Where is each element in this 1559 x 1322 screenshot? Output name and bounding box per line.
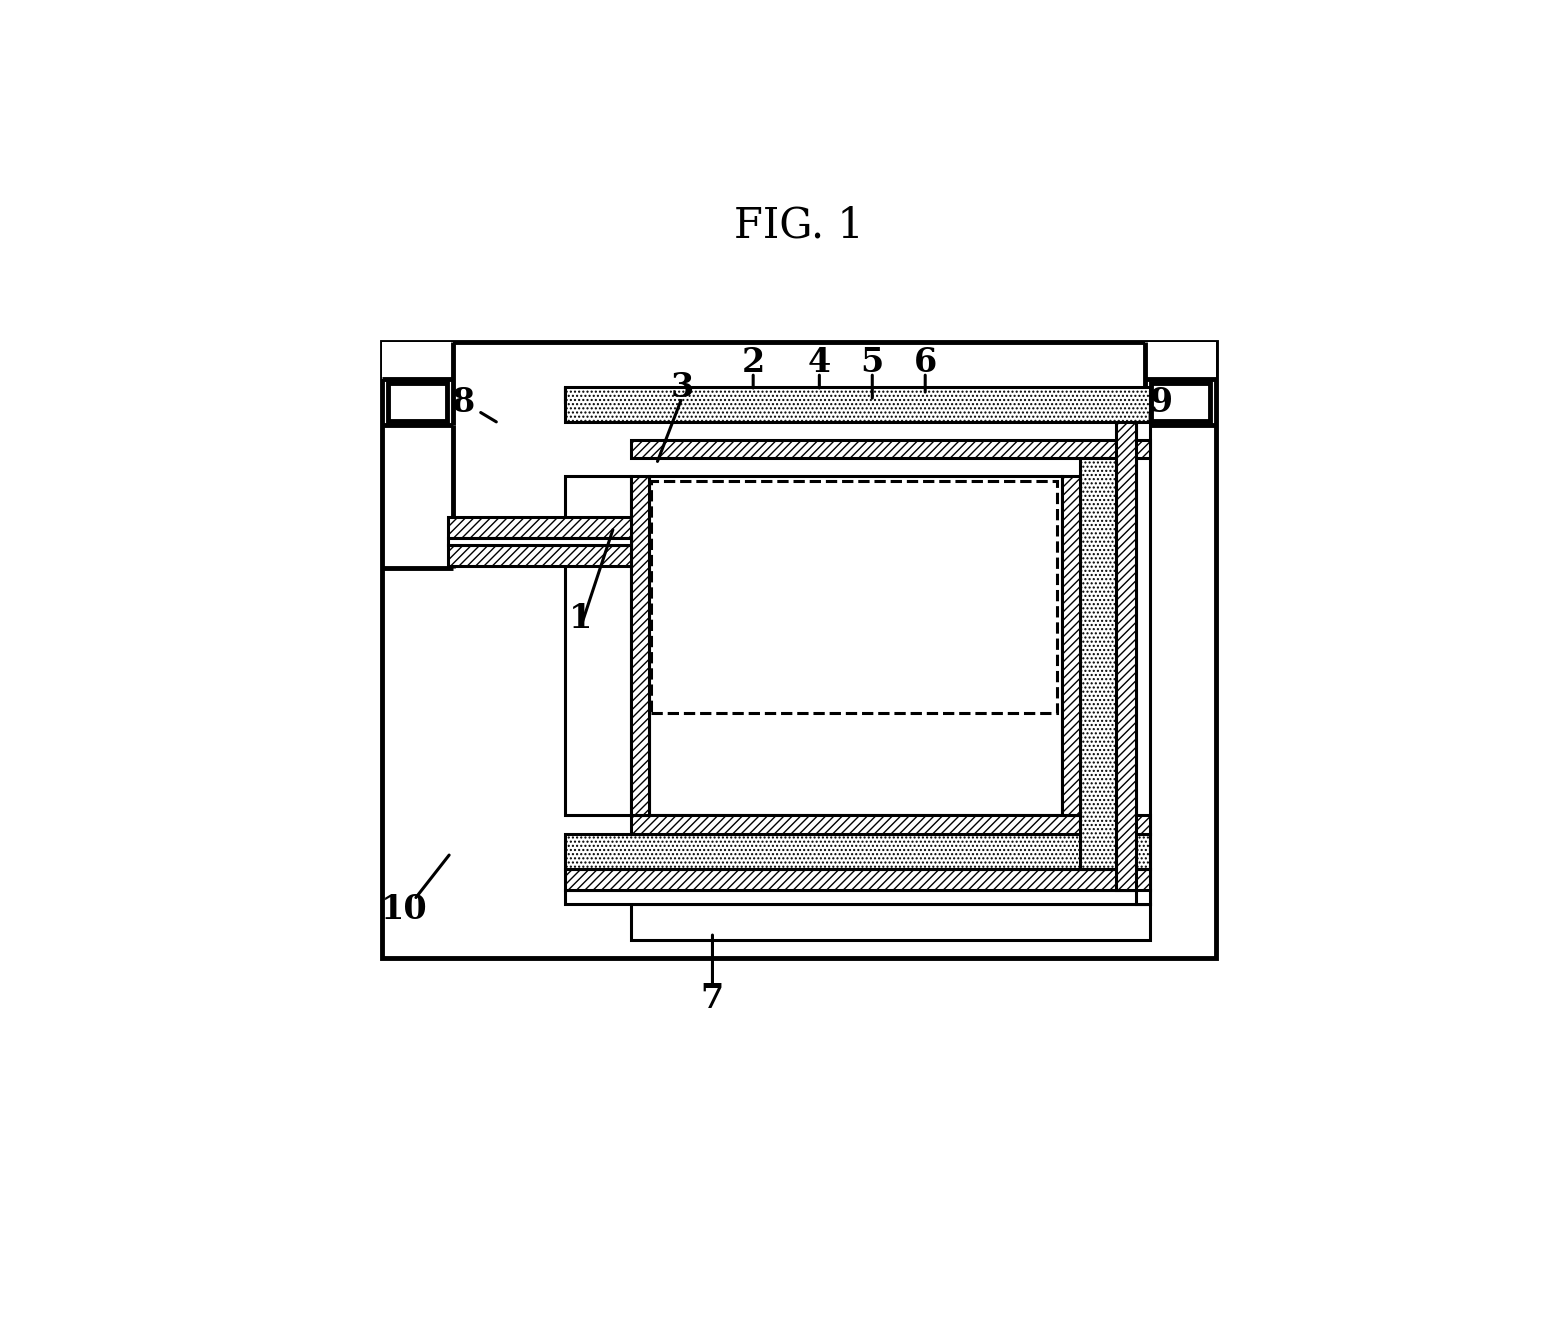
Text: 9: 9: [1149, 386, 1172, 419]
Bar: [652, 481, 1057, 714]
Text: 5: 5: [861, 346, 884, 378]
Bar: [388, 382, 447, 422]
Bar: [564, 834, 1151, 869]
Bar: [1146, 342, 1216, 378]
Text: 10: 10: [380, 894, 427, 927]
Text: 7: 7: [702, 982, 723, 1015]
Bar: [650, 476, 1062, 816]
Bar: [631, 440, 1151, 457]
Bar: [564, 869, 1151, 890]
Bar: [382, 342, 1216, 957]
Bar: [564, 890, 1151, 904]
Text: 2: 2: [742, 346, 765, 378]
Text: 3: 3: [670, 371, 694, 405]
Text: 6: 6: [914, 346, 937, 378]
Bar: [564, 386, 1151, 422]
Bar: [631, 476, 650, 816]
Bar: [447, 538, 631, 546]
Bar: [447, 546, 631, 566]
Bar: [447, 517, 631, 538]
Text: 1: 1: [569, 603, 592, 636]
Text: 4: 4: [808, 346, 831, 378]
Bar: [631, 904, 1151, 940]
Bar: [564, 387, 1151, 402]
Text: 8: 8: [452, 386, 474, 419]
Bar: [382, 342, 452, 378]
Bar: [564, 476, 631, 816]
Bar: [1151, 382, 1210, 422]
Text: FIG. 1: FIG. 1: [734, 205, 864, 246]
Bar: [564, 387, 1151, 402]
Bar: [631, 816, 1151, 834]
Bar: [1080, 457, 1116, 869]
Bar: [1137, 402, 1151, 904]
Bar: [1062, 476, 1080, 816]
Bar: [1116, 422, 1137, 890]
